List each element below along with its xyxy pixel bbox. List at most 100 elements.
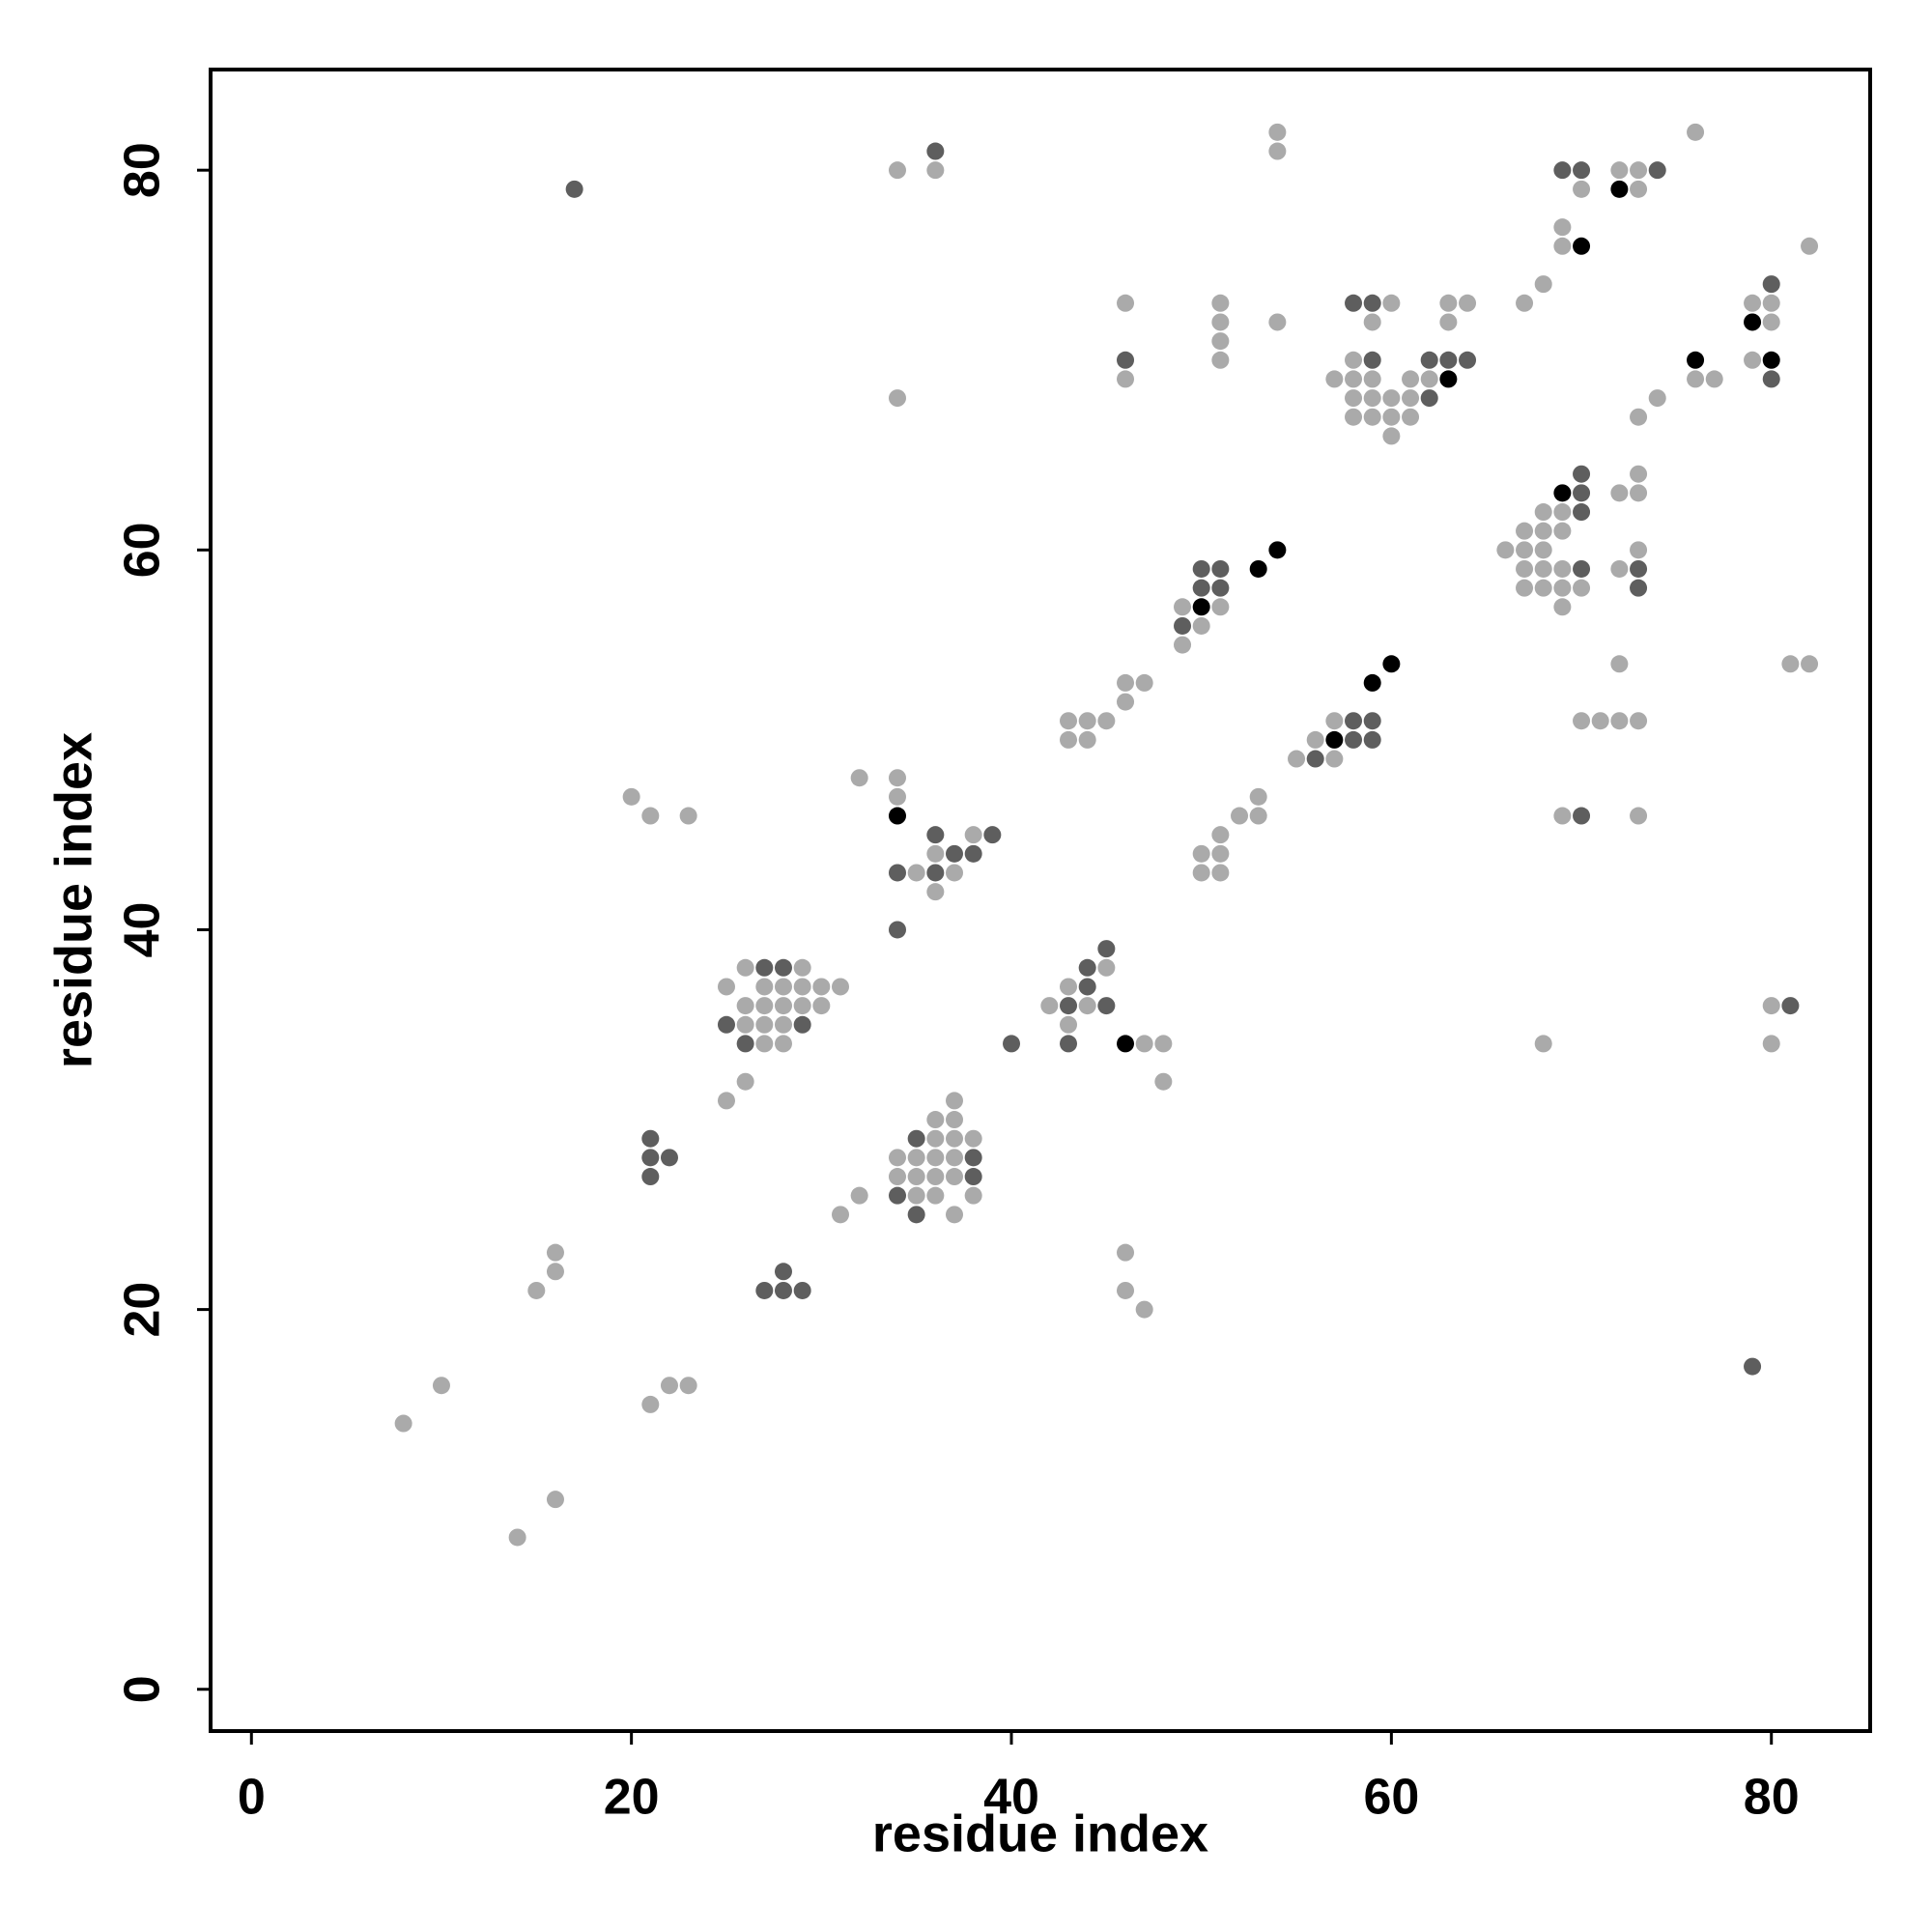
point bbox=[755, 958, 774, 977]
point bbox=[660, 1149, 678, 1167]
point bbox=[1192, 616, 1210, 635]
point bbox=[1363, 389, 1381, 408]
point bbox=[1363, 712, 1381, 730]
point bbox=[1439, 351, 1458, 369]
point bbox=[1516, 294, 1534, 312]
point bbox=[1117, 1035, 1135, 1053]
point bbox=[888, 1149, 906, 1167]
point bbox=[1610, 161, 1629, 180]
point bbox=[774, 1281, 792, 1299]
point bbox=[1801, 237, 1819, 255]
point bbox=[1687, 351, 1705, 369]
point bbox=[1439, 313, 1458, 331]
point bbox=[983, 826, 1002, 844]
point bbox=[1610, 655, 1629, 673]
point bbox=[1705, 370, 1723, 388]
point bbox=[1553, 598, 1572, 616]
x-tick-label: 40 bbox=[983, 1770, 1039, 1826]
point bbox=[964, 844, 982, 863]
point bbox=[641, 1129, 660, 1148]
point bbox=[1117, 1243, 1135, 1262]
point bbox=[641, 1395, 660, 1413]
point bbox=[812, 997, 831, 1015]
point bbox=[1135, 673, 1153, 692]
point bbox=[641, 1149, 660, 1167]
point bbox=[1630, 807, 1648, 825]
point bbox=[1345, 712, 1363, 730]
point bbox=[1117, 294, 1135, 312]
point bbox=[1762, 370, 1780, 388]
point bbox=[946, 1168, 964, 1186]
point bbox=[736, 958, 754, 977]
point bbox=[1610, 180, 1629, 198]
point bbox=[888, 1168, 906, 1186]
point bbox=[755, 997, 774, 1015]
point bbox=[1211, 351, 1230, 369]
point bbox=[1610, 484, 1629, 502]
plot-frame bbox=[209, 68, 1872, 1733]
point bbox=[1534, 275, 1552, 294]
point bbox=[1211, 294, 1230, 312]
point bbox=[1363, 313, 1381, 331]
point bbox=[774, 1263, 792, 1281]
point bbox=[926, 1186, 945, 1205]
point bbox=[1097, 712, 1116, 730]
x-tick-label: 60 bbox=[1363, 1770, 1419, 1826]
point bbox=[1553, 579, 1572, 597]
point bbox=[1306, 730, 1324, 749]
point bbox=[1610, 712, 1629, 730]
point bbox=[1630, 161, 1648, 180]
point bbox=[1648, 389, 1666, 408]
point bbox=[1382, 294, 1401, 312]
point bbox=[793, 1015, 811, 1034]
point bbox=[1192, 579, 1210, 597]
point bbox=[508, 1528, 526, 1547]
point bbox=[1630, 541, 1648, 559]
point bbox=[1382, 427, 1401, 445]
point bbox=[755, 978, 774, 996]
point bbox=[1154, 1072, 1173, 1091]
x-axis-title: residue index bbox=[872, 1804, 1208, 1862]
point bbox=[1078, 712, 1096, 730]
point bbox=[1553, 161, 1572, 180]
point bbox=[793, 978, 811, 996]
point bbox=[946, 1092, 964, 1110]
point bbox=[1648, 161, 1666, 180]
point bbox=[1744, 351, 1762, 369]
point bbox=[907, 1206, 925, 1224]
point bbox=[1060, 1035, 1078, 1053]
point bbox=[926, 1168, 945, 1186]
x-tick-label: 80 bbox=[1744, 1770, 1800, 1826]
point bbox=[1439, 370, 1458, 388]
point bbox=[1382, 655, 1401, 673]
point bbox=[1117, 1281, 1135, 1299]
point bbox=[1268, 313, 1287, 331]
point bbox=[1363, 408, 1381, 426]
point bbox=[1781, 997, 1800, 1015]
point bbox=[546, 1243, 564, 1262]
point bbox=[1117, 351, 1135, 369]
point bbox=[1553, 522, 1572, 540]
point bbox=[1534, 541, 1552, 559]
point bbox=[946, 1149, 964, 1167]
point bbox=[1117, 370, 1135, 388]
y-tick-label: 40 bbox=[115, 902, 171, 958]
point bbox=[1135, 1300, 1153, 1319]
point bbox=[1078, 997, 1096, 1015]
point bbox=[679, 807, 697, 825]
point bbox=[926, 826, 945, 844]
point bbox=[1154, 1035, 1173, 1053]
y-tick-label: 60 bbox=[115, 522, 171, 578]
point bbox=[1420, 389, 1438, 408]
point bbox=[1762, 1035, 1780, 1053]
point bbox=[1382, 389, 1401, 408]
point bbox=[1174, 598, 1192, 616]
point bbox=[1630, 712, 1648, 730]
point bbox=[1610, 559, 1629, 578]
point bbox=[1211, 579, 1230, 597]
point bbox=[1459, 294, 1477, 312]
point bbox=[1630, 484, 1648, 502]
y-axis-title: residue index bbox=[44, 732, 102, 1068]
point bbox=[946, 1206, 964, 1224]
